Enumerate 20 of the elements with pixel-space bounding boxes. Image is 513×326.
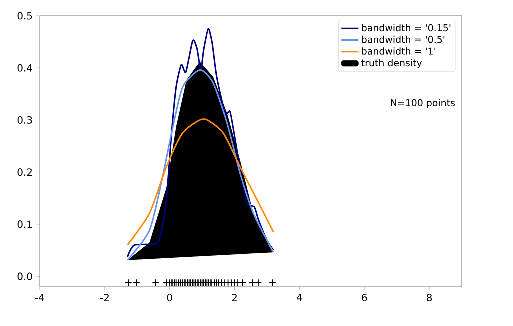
y-tick-label: 0.4: [18, 64, 32, 72]
legend-label: truth density: [362, 59, 422, 68]
legend-label: bandwidth = '0.5': [362, 36, 445, 44]
x-tick-label: 2: [232, 294, 237, 302]
line-series: [126, 118, 274, 246]
legend-label: bandwidth = '0.15': [362, 24, 451, 32]
x-tick-label: -2: [100, 294, 109, 302]
x-tick-label: 0: [167, 294, 172, 302]
y-tick-label: 0.1: [18, 220, 32, 228]
x-tick-label: -4: [36, 294, 44, 302]
y-tick-label: 0.0: [18, 272, 32, 280]
legend-label: bandwidth = '1': [362, 48, 436, 55]
annotation: N=100 points: [391, 99, 456, 108]
x-tick-label: 8: [427, 294, 432, 302]
y-tick-label: 0.5: [18, 12, 32, 20]
y-tick-label: 0.3: [18, 116, 32, 124]
x-tick-label: 6: [362, 294, 368, 302]
x-tick-label: 4: [297, 294, 302, 302]
y-tick-label: 0.2: [18, 168, 32, 176]
line-series: [126, 28, 274, 258]
